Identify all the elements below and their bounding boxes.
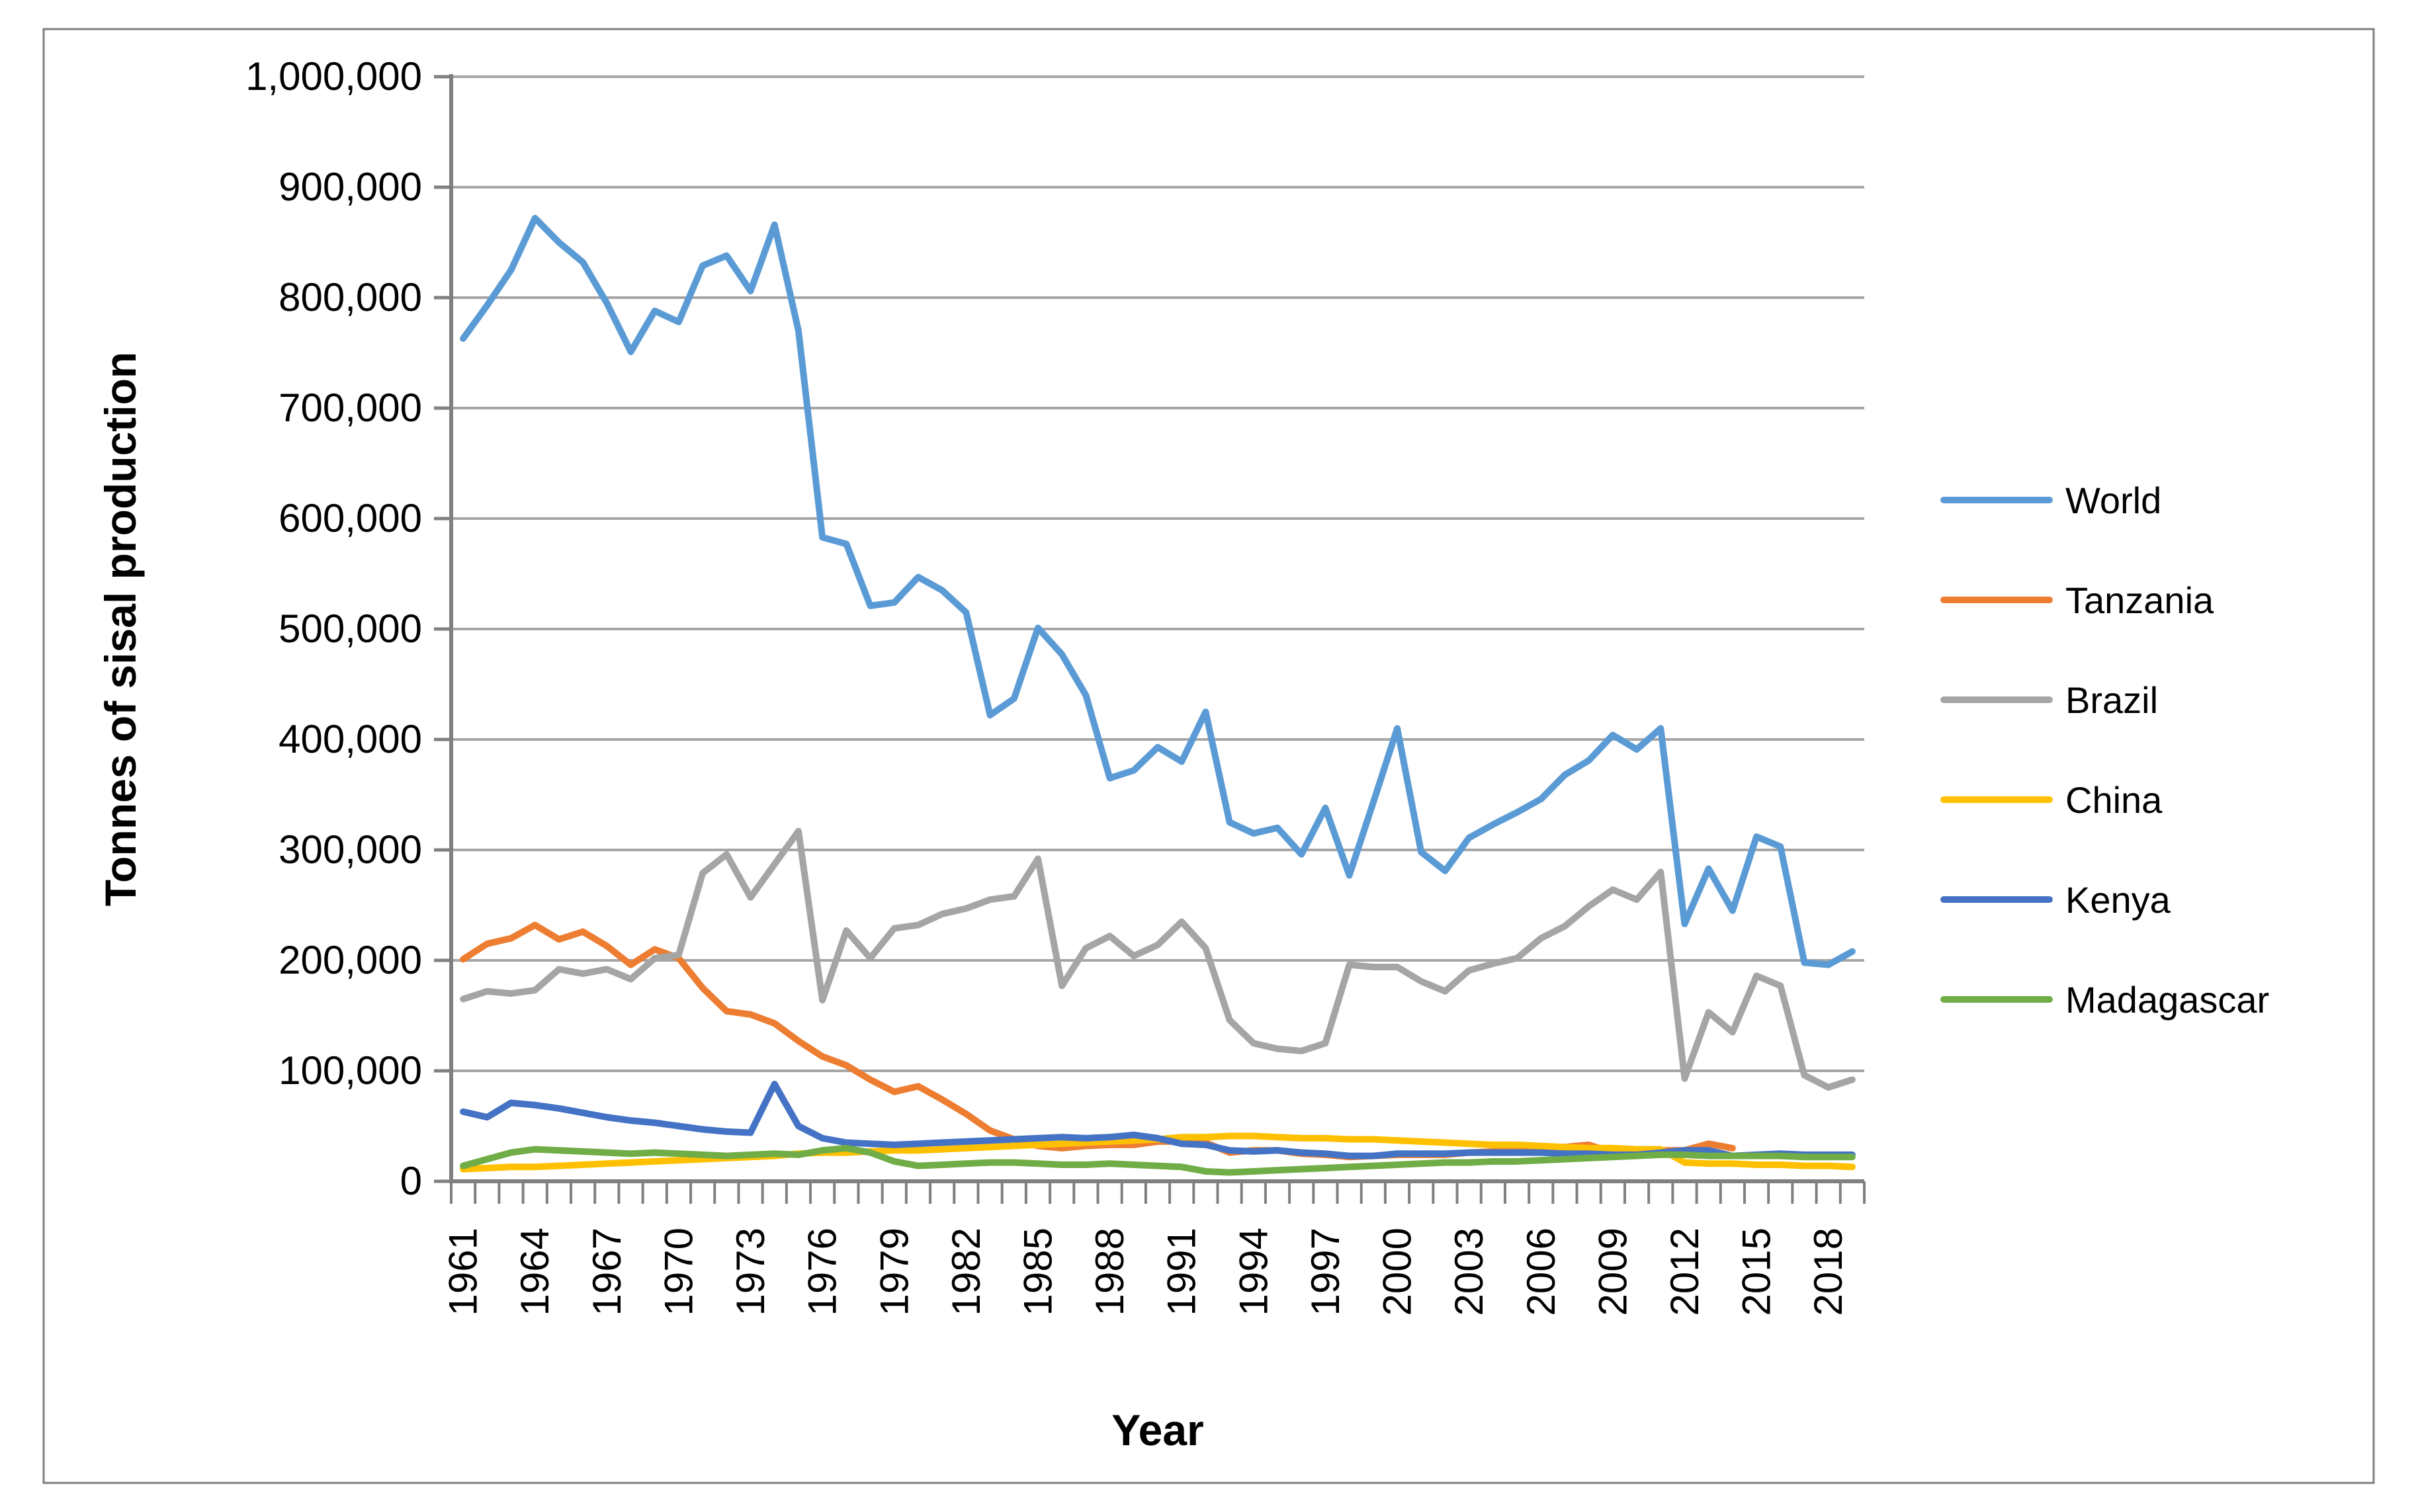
x-tick-label: 1985 [1015, 1228, 1060, 1316]
legend-label: China [2065, 779, 2163, 821]
legend-item-madagascar: Madagascar [1940, 979, 2269, 1021]
y-axis-title: Tonnes of sisal production [96, 352, 145, 906]
legend-item-brazil: Brazil [1940, 679, 2158, 721]
legend-item-china: China [1940, 779, 2163, 821]
legend-label: Tanzania [2065, 579, 2214, 621]
legend-label: Brazil [2065, 679, 2158, 721]
series-line-kenya [460, 1081, 1856, 1159]
y-tick-label: 1,000,000 [245, 54, 422, 99]
series-line-brazil [460, 827, 1856, 1091]
x-tick-label: 1961 [441, 1228, 486, 1316]
legend: World Tanzania Brazil China Kenya Madagascar [1940, 480, 2269, 1021]
y-tick-label: 300,000 [279, 827, 422, 872]
y-axis-ticks [434, 75, 451, 1183]
x-tick-label: 2009 [1590, 1228, 1635, 1316]
legend-item-world: World [1940, 480, 2161, 521]
x-axis-title: Year [1111, 1406, 1203, 1454]
y-tick-label: 200,000 [279, 938, 422, 982]
y-tick-label: 700,000 [279, 386, 422, 430]
x-tick-label: 1997 [1303, 1228, 1348, 1316]
y-tick-label: 600,000 [279, 496, 422, 540]
series-line-world [460, 214, 1856, 968]
x-tick-label: 1964 [513, 1228, 557, 1316]
x-tick-label: 1973 [728, 1228, 773, 1316]
y-tick-label: 400,000 [279, 717, 422, 761]
x-tick-label: 2006 [1519, 1228, 1563, 1316]
legend-item-kenya: Kenya [1940, 879, 2171, 921]
x-axis-ticks [450, 1181, 1866, 1204]
y-tick-label: 500,000 [279, 607, 422, 651]
y-tick-label: 100,000 [279, 1048, 422, 1093]
x-tick-label: 1994 [1231, 1228, 1275, 1316]
x-tick-label: 1967 [585, 1228, 629, 1316]
x-tick-label: 1988 [1088, 1228, 1132, 1316]
x-tick-label: 2000 [1375, 1228, 1420, 1316]
x-tick-label: 1991 [1160, 1228, 1204, 1316]
data-series-lines [460, 214, 1856, 1176]
x-tick-label: 2018 [1806, 1228, 1850, 1316]
legend-label: World [2065, 480, 2161, 521]
y-axis-tick-labels: 0 100,000 200,000 300,000 400,000 500,000 600,… [245, 54, 422, 1203]
x-tick-label: 1970 [656, 1228, 701, 1316]
y-tick-label: 0 [400, 1159, 422, 1203]
x-tick-label: 1976 [800, 1228, 845, 1316]
x-tick-label: 2003 [1447, 1228, 1491, 1316]
x-tick-label: 1982 [944, 1228, 988, 1316]
y-tick-label: 800,000 [279, 275, 422, 319]
figure-border [42, 28, 2375, 1484]
x-tick-label: 2015 [1735, 1228, 1779, 1316]
legend-label: Kenya [2065, 879, 2171, 921]
legend-item-tanzania: Tanzania [1940, 579, 2214, 621]
legend-label: Madagascar [2065, 979, 2269, 1021]
gridlines [451, 75, 1864, 1072]
x-tick-label: 1979 [872, 1228, 916, 1316]
y-tick-label: 900,000 [279, 165, 422, 209]
x-axis-tick-labels: 1961 1964 1967 1970 1973 1976 1979 1982 1985 1988… [441, 1228, 1851, 1316]
x-tick-label: 2012 [1662, 1228, 1707, 1316]
series-line-madagascar [460, 1144, 1856, 1176]
